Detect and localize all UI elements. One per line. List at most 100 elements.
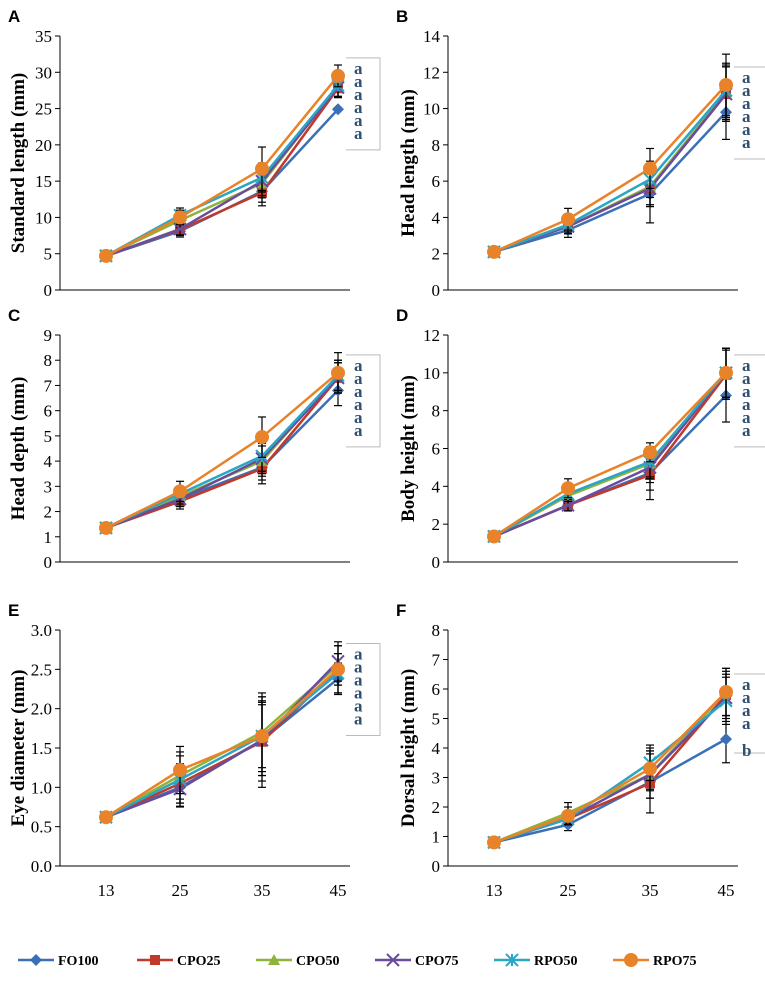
significance-letter: a bbox=[354, 683, 363, 702]
data-point bbox=[332, 103, 344, 116]
data-point bbox=[255, 161, 269, 176]
significance-letter: a bbox=[742, 107, 751, 126]
series-line bbox=[493, 371, 727, 538]
significance-letter: a bbox=[354, 72, 363, 91]
x-tick-label: 25 bbox=[172, 881, 189, 900]
series-line bbox=[493, 89, 727, 254]
panel-letter: C bbox=[8, 306, 20, 325]
significance-letter: a bbox=[742, 68, 751, 87]
significance-letter: a bbox=[742, 421, 751, 440]
panel-letter: E bbox=[8, 601, 19, 620]
series-cpo50 bbox=[100, 74, 344, 261]
y-axis-label: Standard length (mm) bbox=[8, 73, 29, 254]
series-cpo25 bbox=[489, 349, 731, 542]
y-tick-label: 0 bbox=[44, 281, 53, 300]
y-axis-label: Eye diameter (mm) bbox=[8, 670, 29, 827]
significance-letter: a bbox=[354, 98, 363, 117]
y-tick-label: 4 bbox=[432, 477, 441, 496]
y-tick-label: 6 bbox=[44, 402, 53, 421]
significance-letter: b bbox=[742, 741, 751, 760]
x-tick-label: 45 bbox=[330, 881, 347, 900]
series-line bbox=[493, 691, 727, 844]
data-point bbox=[173, 484, 187, 499]
y-tick-label: 2 bbox=[432, 798, 441, 817]
sig-box bbox=[734, 673, 765, 754]
data-point bbox=[720, 733, 732, 746]
y-tick-label: 0.5 bbox=[31, 818, 52, 837]
series-line bbox=[493, 373, 727, 538]
y-tick-label: 0 bbox=[432, 553, 441, 572]
legend-label: RPO75 bbox=[653, 954, 697, 969]
significance-letter: a bbox=[354, 395, 363, 414]
y-tick-label: 8 bbox=[432, 621, 441, 640]
series-rpo75 bbox=[99, 352, 345, 535]
data-point bbox=[331, 365, 345, 380]
significance-letter: a bbox=[354, 408, 363, 427]
y-axis-label: Head depth (mm) bbox=[8, 377, 29, 521]
legend-marker bbox=[505, 953, 519, 967]
data-point bbox=[99, 810, 113, 825]
series-line bbox=[493, 93, 727, 254]
series-line bbox=[493, 691, 727, 844]
series-rpo75 bbox=[487, 667, 733, 850]
y-tick-label: 12 bbox=[423, 326, 440, 345]
y-tick-label: 0 bbox=[432, 281, 441, 300]
series-cpo50 bbox=[488, 347, 732, 542]
y-tick-label: 8 bbox=[44, 351, 53, 370]
legend-item-cpo25: CPO25 bbox=[137, 954, 221, 969]
y-tick-label: 20 bbox=[35, 136, 52, 155]
y-tick-label: 5 bbox=[44, 245, 53, 264]
y-tick-label: 8 bbox=[432, 402, 441, 421]
data-point bbox=[331, 662, 345, 677]
series-line bbox=[493, 372, 727, 538]
series-line bbox=[493, 696, 727, 844]
significance-letter: a bbox=[742, 675, 751, 694]
y-tick-label: 2.0 bbox=[31, 700, 52, 719]
data-point bbox=[643, 161, 657, 176]
significance-letter: a bbox=[742, 133, 751, 152]
series-line bbox=[493, 738, 727, 844]
significance-letter: a bbox=[742, 94, 751, 113]
significance-letter: a bbox=[742, 688, 751, 707]
data-point bbox=[719, 365, 733, 380]
y-tick-label: 8 bbox=[432, 136, 441, 155]
significance-letter: a bbox=[354, 369, 363, 388]
series-line bbox=[105, 86, 339, 258]
series-cpo75 bbox=[487, 347, 733, 544]
y-tick-label: 0 bbox=[44, 553, 53, 572]
data-point bbox=[331, 68, 345, 83]
data-point bbox=[643, 761, 657, 776]
y-tick-label: 1 bbox=[432, 828, 441, 847]
significance-letter: a bbox=[742, 408, 751, 427]
y-tick-label: 10 bbox=[423, 100, 440, 119]
series-cpo75 bbox=[99, 641, 345, 824]
series-line bbox=[493, 372, 727, 538]
series-line bbox=[105, 377, 339, 530]
legend-label: CPO50 bbox=[296, 954, 340, 969]
series-cpo50 bbox=[100, 359, 344, 533]
series-line bbox=[493, 93, 727, 254]
legend-marker bbox=[386, 953, 400, 967]
y-tick-label: 5 bbox=[44, 427, 53, 446]
x-tick-label: 45 bbox=[718, 881, 735, 900]
series-cpo50 bbox=[488, 64, 732, 257]
y-tick-label: 35 bbox=[35, 27, 52, 46]
series-cpo50 bbox=[100, 645, 344, 823]
data-point bbox=[99, 248, 113, 263]
series-cpo50 bbox=[488, 667, 732, 848]
y-tick-label: 14 bbox=[423, 27, 441, 46]
y-axis-label: Body height (mm) bbox=[398, 375, 419, 522]
legend-item-rpo75: RPO75 bbox=[613, 953, 697, 969]
legend-marker bbox=[268, 954, 280, 965]
significance-letter: a bbox=[742, 701, 751, 720]
y-tick-label: 25 bbox=[35, 100, 52, 119]
series-cpo75 bbox=[99, 77, 345, 263]
data-point bbox=[255, 729, 269, 744]
y-tick-label: 0 bbox=[432, 857, 441, 876]
series-cpo25 bbox=[489, 670, 731, 848]
series-cpo75 bbox=[487, 66, 733, 259]
y-tick-label: 7 bbox=[44, 376, 53, 395]
